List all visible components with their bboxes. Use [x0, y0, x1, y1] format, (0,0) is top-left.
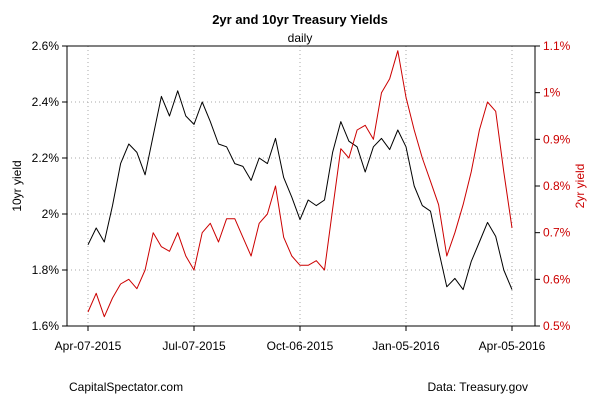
x-tick-label: Oct-06-2015	[267, 339, 334, 353]
y-right-tick-label: 0.9%	[543, 132, 571, 146]
y-axis-right-label: 2yr yield	[573, 164, 587, 209]
y-left-tick-label: 2%	[42, 207, 60, 221]
y-right-tick-label: 1%	[543, 86, 561, 100]
y-left-tick-label: 1.6%	[32, 319, 60, 333]
y-left-tick-label: 2.6%	[32, 39, 60, 53]
y-left-tick-label: 2.2%	[32, 151, 60, 165]
series-line-10yr	[87, 90, 513, 291]
x-tick-label: Apr-05-2016	[479, 339, 546, 353]
footer-source-right: Data: Treasury.gov	[428, 380, 529, 394]
series-line-2yr	[87, 50, 513, 318]
y-right-tick-label: 0.6%	[543, 272, 571, 286]
y-left-tick-label: 2.4%	[32, 95, 60, 109]
y-right-tick-label: 0.8%	[543, 179, 571, 193]
chart-subtitle: daily	[288, 31, 313, 45]
chart-title: 2yr and 10yr Treasury Yields	[212, 12, 388, 27]
y-left-tick-label: 1.8%	[32, 263, 60, 277]
axes: 1.6% 1.8% 2% 2.2% 2.4% 2.6% 0.5% 0.6% 0.7% 0.8% 0.…	[32, 39, 571, 353]
footer-source-left: CapitalSpectator.com	[69, 380, 183, 394]
series-layer	[87, 50, 513, 318]
x-tick-label: Jan-05-2016	[372, 339, 440, 353]
y-right-tick-label: 0.5%	[543, 319, 571, 333]
x-tick-label: Jul-07-2015	[162, 339, 226, 353]
y-axis-left-label: 10yr yield	[10, 160, 24, 211]
grid	[67, 45, 535, 327]
y-right-tick-label: 1.1%	[543, 39, 571, 53]
x-tick-label: Apr-07-2015	[55, 339, 122, 353]
y-right-tick-label: 0.7%	[543, 226, 571, 240]
